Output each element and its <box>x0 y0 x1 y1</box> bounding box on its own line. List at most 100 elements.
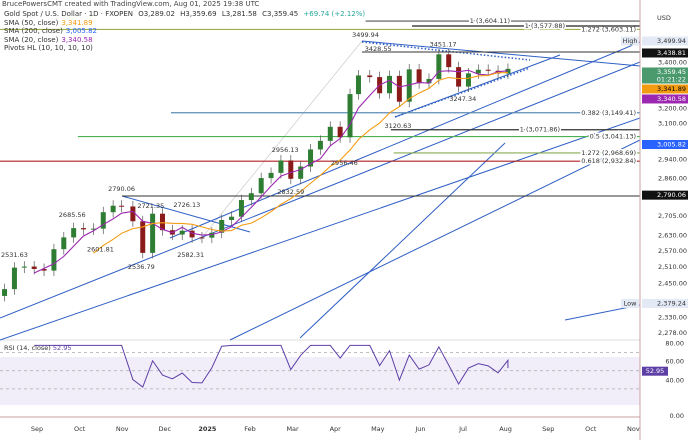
price-tag-text: 2,379.24 <box>657 299 686 307</box>
price-tick: 3,200.00 <box>658 104 687 112</box>
price-tag-text: 2,790.06 <box>657 191 686 199</box>
candle <box>278 160 284 173</box>
chart-legend: Gold Spot / U.S. Dollar · 1D · FXOPEN O3… <box>4 10 365 53</box>
pivot-label: 3499.94 <box>352 31 379 39</box>
time-tick: Feb <box>244 425 256 433</box>
rsi-line <box>34 344 509 388</box>
candle <box>446 54 452 68</box>
candles <box>2 48 511 302</box>
trendline <box>229 139 641 341</box>
trendline <box>394 54 561 118</box>
pivot-label: 2582.31 <box>177 251 204 259</box>
pivot-label: 2685.56 <box>59 211 86 219</box>
indicator-sma50[interactable]: SMA (50, close) 3,341.89 <box>4 18 93 27</box>
candle <box>209 232 215 238</box>
candle <box>229 216 235 220</box>
candle <box>140 221 146 253</box>
candle <box>21 266 27 268</box>
candle <box>81 228 87 230</box>
time-tick: 2025 <box>198 425 217 433</box>
fib-label: 1.272 (2,968.69) <box>581 149 636 157</box>
trendline <box>121 195 251 233</box>
pivot-label: 2726.13 <box>173 201 200 209</box>
trendline <box>0 61 641 319</box>
candle <box>119 205 125 207</box>
fib-label: 0.618 (2,932.84) <box>581 157 636 165</box>
fib-label: 1 (3,071.86) <box>520 126 560 134</box>
time-tick: Jun <box>414 425 425 433</box>
indicator-sma200[interactable]: SMA (200, close) 3,005.82 <box>4 27 97 35</box>
indicator-pivots[interactable]: Pivots HL (10, 10, 10, 10) <box>4 44 93 52</box>
countdown-text: 01:21:22 <box>657 75 686 83</box>
candle <box>130 206 136 222</box>
candle <box>406 69 412 102</box>
candle <box>355 75 361 95</box>
candle <box>90 228 96 230</box>
candle <box>288 160 294 179</box>
candle <box>327 126 333 141</box>
pivot-label: 2956.13 <box>272 146 299 154</box>
candle <box>367 75 373 78</box>
moving-averages <box>33 69 509 274</box>
candle <box>485 69 491 71</box>
trendlines[interactable] <box>0 40 641 341</box>
price-tag <box>642 139 688 149</box>
indicator-sma20[interactable]: SMA (20, close) 3,340.58 <box>4 35 93 44</box>
price-tag-text: 3,005.82 <box>657 140 686 148</box>
price-axis[interactable]: 3,499.94 High 3,438.813,400.00 3,359.4501:2… <box>621 36 688 421</box>
time-axis[interactable]: Sep Oct Nov Dec 2025 Feb Mar Apr May Jun Jul Aug Sep… <box>31 425 640 433</box>
candle <box>387 75 392 94</box>
price-tag <box>642 190 688 200</box>
sma-line <box>93 72 508 254</box>
rsi-label[interactable]: RSI (14, close) 52.95 <box>4 344 72 352</box>
candle <box>258 178 264 194</box>
rsi-tick: 0.00 <box>670 412 684 420</box>
currency-label[interactable]: USD <box>657 14 671 22</box>
pivot-label: 3451.17 <box>430 41 457 49</box>
time-tick: Nov <box>116 425 129 433</box>
price-tag <box>642 36 688 46</box>
time-tick: Apr <box>330 425 342 433</box>
symbol-name: Gold Spot / U.S. Dollar · 1D · FXOPEN <box>4 10 133 18</box>
candle <box>238 200 244 217</box>
price-tag <box>642 48 688 58</box>
price-tick: 2,510.00 <box>658 263 687 271</box>
candle <box>41 268 47 271</box>
candle <box>337 126 343 138</box>
time-tick: Oct <box>585 425 597 433</box>
candle <box>396 75 402 102</box>
fib-label: 1 (3,577.88) <box>525 22 565 30</box>
fib-levels[interactable]: 1 (3,604.11) 1.272 (3,603.11) 1 (3,577.88)… <box>0 16 640 167</box>
candle <box>179 230 185 235</box>
candle <box>199 237 205 239</box>
candle <box>248 193 254 201</box>
candle <box>308 149 314 167</box>
side-tag <box>621 298 639 308</box>
price-tick: 2,570.00 <box>658 247 687 255</box>
side-tag-text: Low <box>624 299 637 307</box>
trendline-dotted <box>394 67 531 118</box>
pivot-label: 2832.59 <box>277 188 304 196</box>
chart-credit: BrucePowersCMT created with TradingView.… <box>2 0 260 8</box>
candle <box>456 67 462 87</box>
price-tag-text: 3,341.89 <box>657 85 686 93</box>
ohlc-open: O3,289.02 <box>138 10 175 18</box>
candle <box>268 172 274 179</box>
price-tick: 2,705.00 <box>658 212 687 220</box>
pivot-label: 2536.79 <box>128 263 155 271</box>
symbol-line[interactable]: Gold Spot / U.S. Dollar · 1D · FXOPEN O3… <box>4 10 365 19</box>
price-tag-text: 3,499.94 <box>657 37 686 45</box>
candle <box>298 166 304 179</box>
price-tag <box>642 298 688 308</box>
candle <box>436 54 442 79</box>
rsi-tick: 40.00 <box>665 377 684 385</box>
candle <box>219 219 225 233</box>
trendline-dotted <box>361 41 531 61</box>
time-tick: Nov <box>627 425 640 433</box>
candle <box>475 69 481 74</box>
pivot-labels: 2531.63 2685.56 2601.81 2790.06 2536.79 2721.… <box>1 31 476 271</box>
ohlc-close: C3,359.45 <box>262 10 299 18</box>
pivot-label: 3120.63 <box>385 122 412 130</box>
candle <box>51 249 57 271</box>
